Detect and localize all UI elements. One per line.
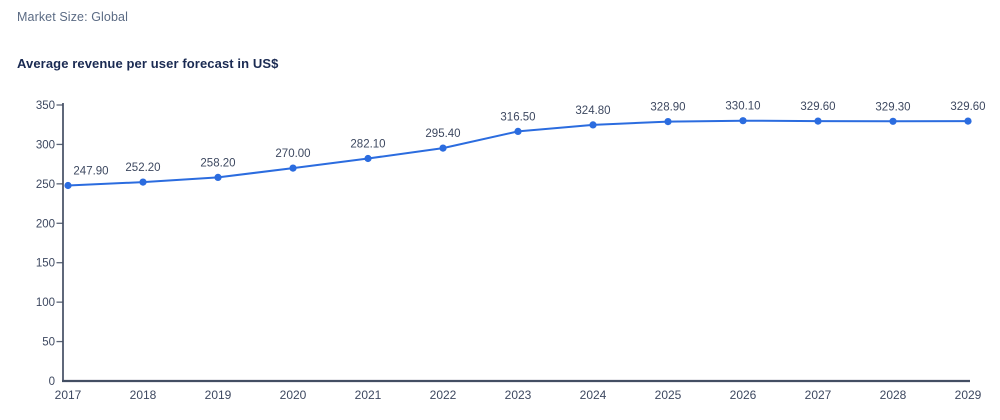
data-label: 324.80 bbox=[575, 105, 610, 117]
y-tick-label: 0 bbox=[49, 376, 55, 388]
data-label: 329.60 bbox=[950, 101, 985, 113]
data-label: 295.40 bbox=[425, 128, 460, 140]
data-label: 329.30 bbox=[875, 101, 910, 113]
data-label: 247.90 bbox=[73, 166, 108, 178]
y-tick-label: 350 bbox=[36, 100, 55, 112]
y-tick-label: 200 bbox=[36, 218, 55, 230]
data-label: 328.90 bbox=[650, 102, 685, 114]
x-tick-label: 2026 bbox=[730, 388, 757, 402]
data-point bbox=[664, 118, 672, 126]
data-point bbox=[514, 127, 522, 135]
data-label: 270.00 bbox=[275, 148, 310, 160]
data-label: 282.10 bbox=[350, 139, 385, 151]
y-tick-label: 300 bbox=[36, 139, 55, 151]
x-tick-label: 2019 bbox=[205, 388, 232, 402]
data-point bbox=[364, 154, 372, 163]
data-label: 316.50 bbox=[500, 111, 535, 123]
x-tick-label: 2022 bbox=[430, 388, 457, 402]
data-label: 258.20 bbox=[200, 157, 235, 169]
data-point bbox=[814, 117, 822, 125]
data-label: 252.20 bbox=[125, 162, 160, 174]
x-tick-label: 2024 bbox=[580, 388, 607, 402]
data-label: 329.60 bbox=[800, 101, 835, 113]
data-point bbox=[739, 117, 747, 125]
x-tick-label: 2029 bbox=[955, 388, 982, 402]
x-tick-label: 2021 bbox=[355, 388, 382, 402]
y-tick-label: 150 bbox=[36, 258, 55, 270]
x-tick-label: 2020 bbox=[280, 388, 307, 402]
data-point bbox=[439, 144, 447, 152]
data-point bbox=[214, 173, 222, 181]
y-tick-label: 250 bbox=[36, 179, 55, 191]
y-tick-label: 100 bbox=[36, 297, 55, 309]
x-tick-label: 2023 bbox=[505, 388, 532, 402]
data-point bbox=[889, 117, 897, 125]
x-tick-label: 2017 bbox=[55, 388, 82, 402]
data-point bbox=[64, 181, 72, 190]
x-tick-label: 2018 bbox=[130, 388, 157, 402]
x-tick-label: 2028 bbox=[880, 388, 907, 402]
data-point bbox=[964, 117, 972, 125]
x-tick-label: 2027 bbox=[805, 388, 832, 402]
data-point bbox=[589, 121, 597, 129]
y-tick-label: 50 bbox=[42, 337, 55, 349]
data-label: 330.10 bbox=[725, 101, 760, 113]
data-point bbox=[289, 164, 297, 172]
x-tick-label: 2025 bbox=[655, 388, 682, 402]
market-size-label: Market Size: Global bbox=[17, 10, 128, 24]
data-point bbox=[139, 178, 147, 186]
chart-title: Average revenue per user forecast in US$ bbox=[17, 56, 279, 71]
revenue-line-chart: 0 50 100 150 200 250 300 350 2017 2018 2019 2020 202… bbox=[36, 100, 986, 402]
